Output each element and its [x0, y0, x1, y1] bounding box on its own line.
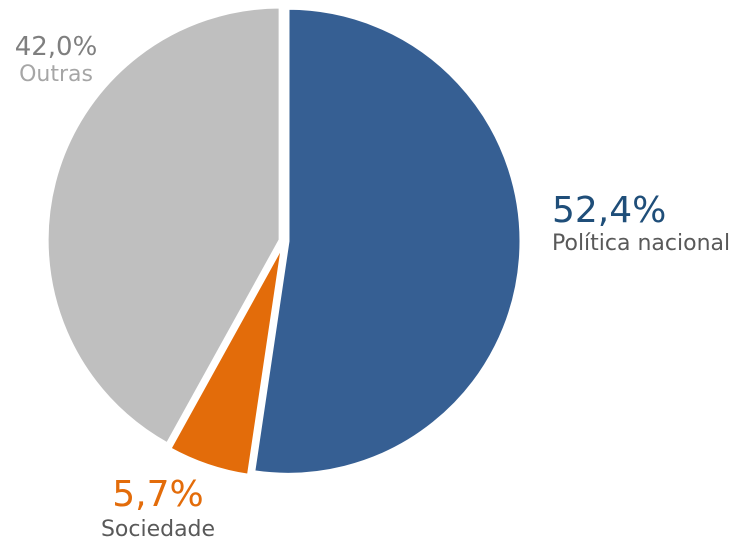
politica-nacional-percentage: 52,4% [552, 190, 667, 231]
politica-nacional-name: Política nacional [552, 231, 731, 256]
outras-name: Outras [19, 62, 93, 87]
slice-label-politica-nacional: 52,4% Política nacional [552, 193, 730, 255]
slice-label-outras: 42,0% Outras [12, 34, 100, 86]
pie-slice-outras [45, 5, 282, 446]
pie-slice-pol-tica-nacional [252, 6, 523, 476]
slice-label-sociedade: 5,7% Sociedade [88, 477, 228, 541]
sociedade-percentage: 5,7% [112, 474, 204, 515]
sociedade-name: Sociedade [100, 517, 216, 542]
outras-percentage: 42,0% [14, 32, 98, 62]
pie-slices [45, 5, 523, 477]
pie-slice-sociedade [168, 243, 285, 477]
